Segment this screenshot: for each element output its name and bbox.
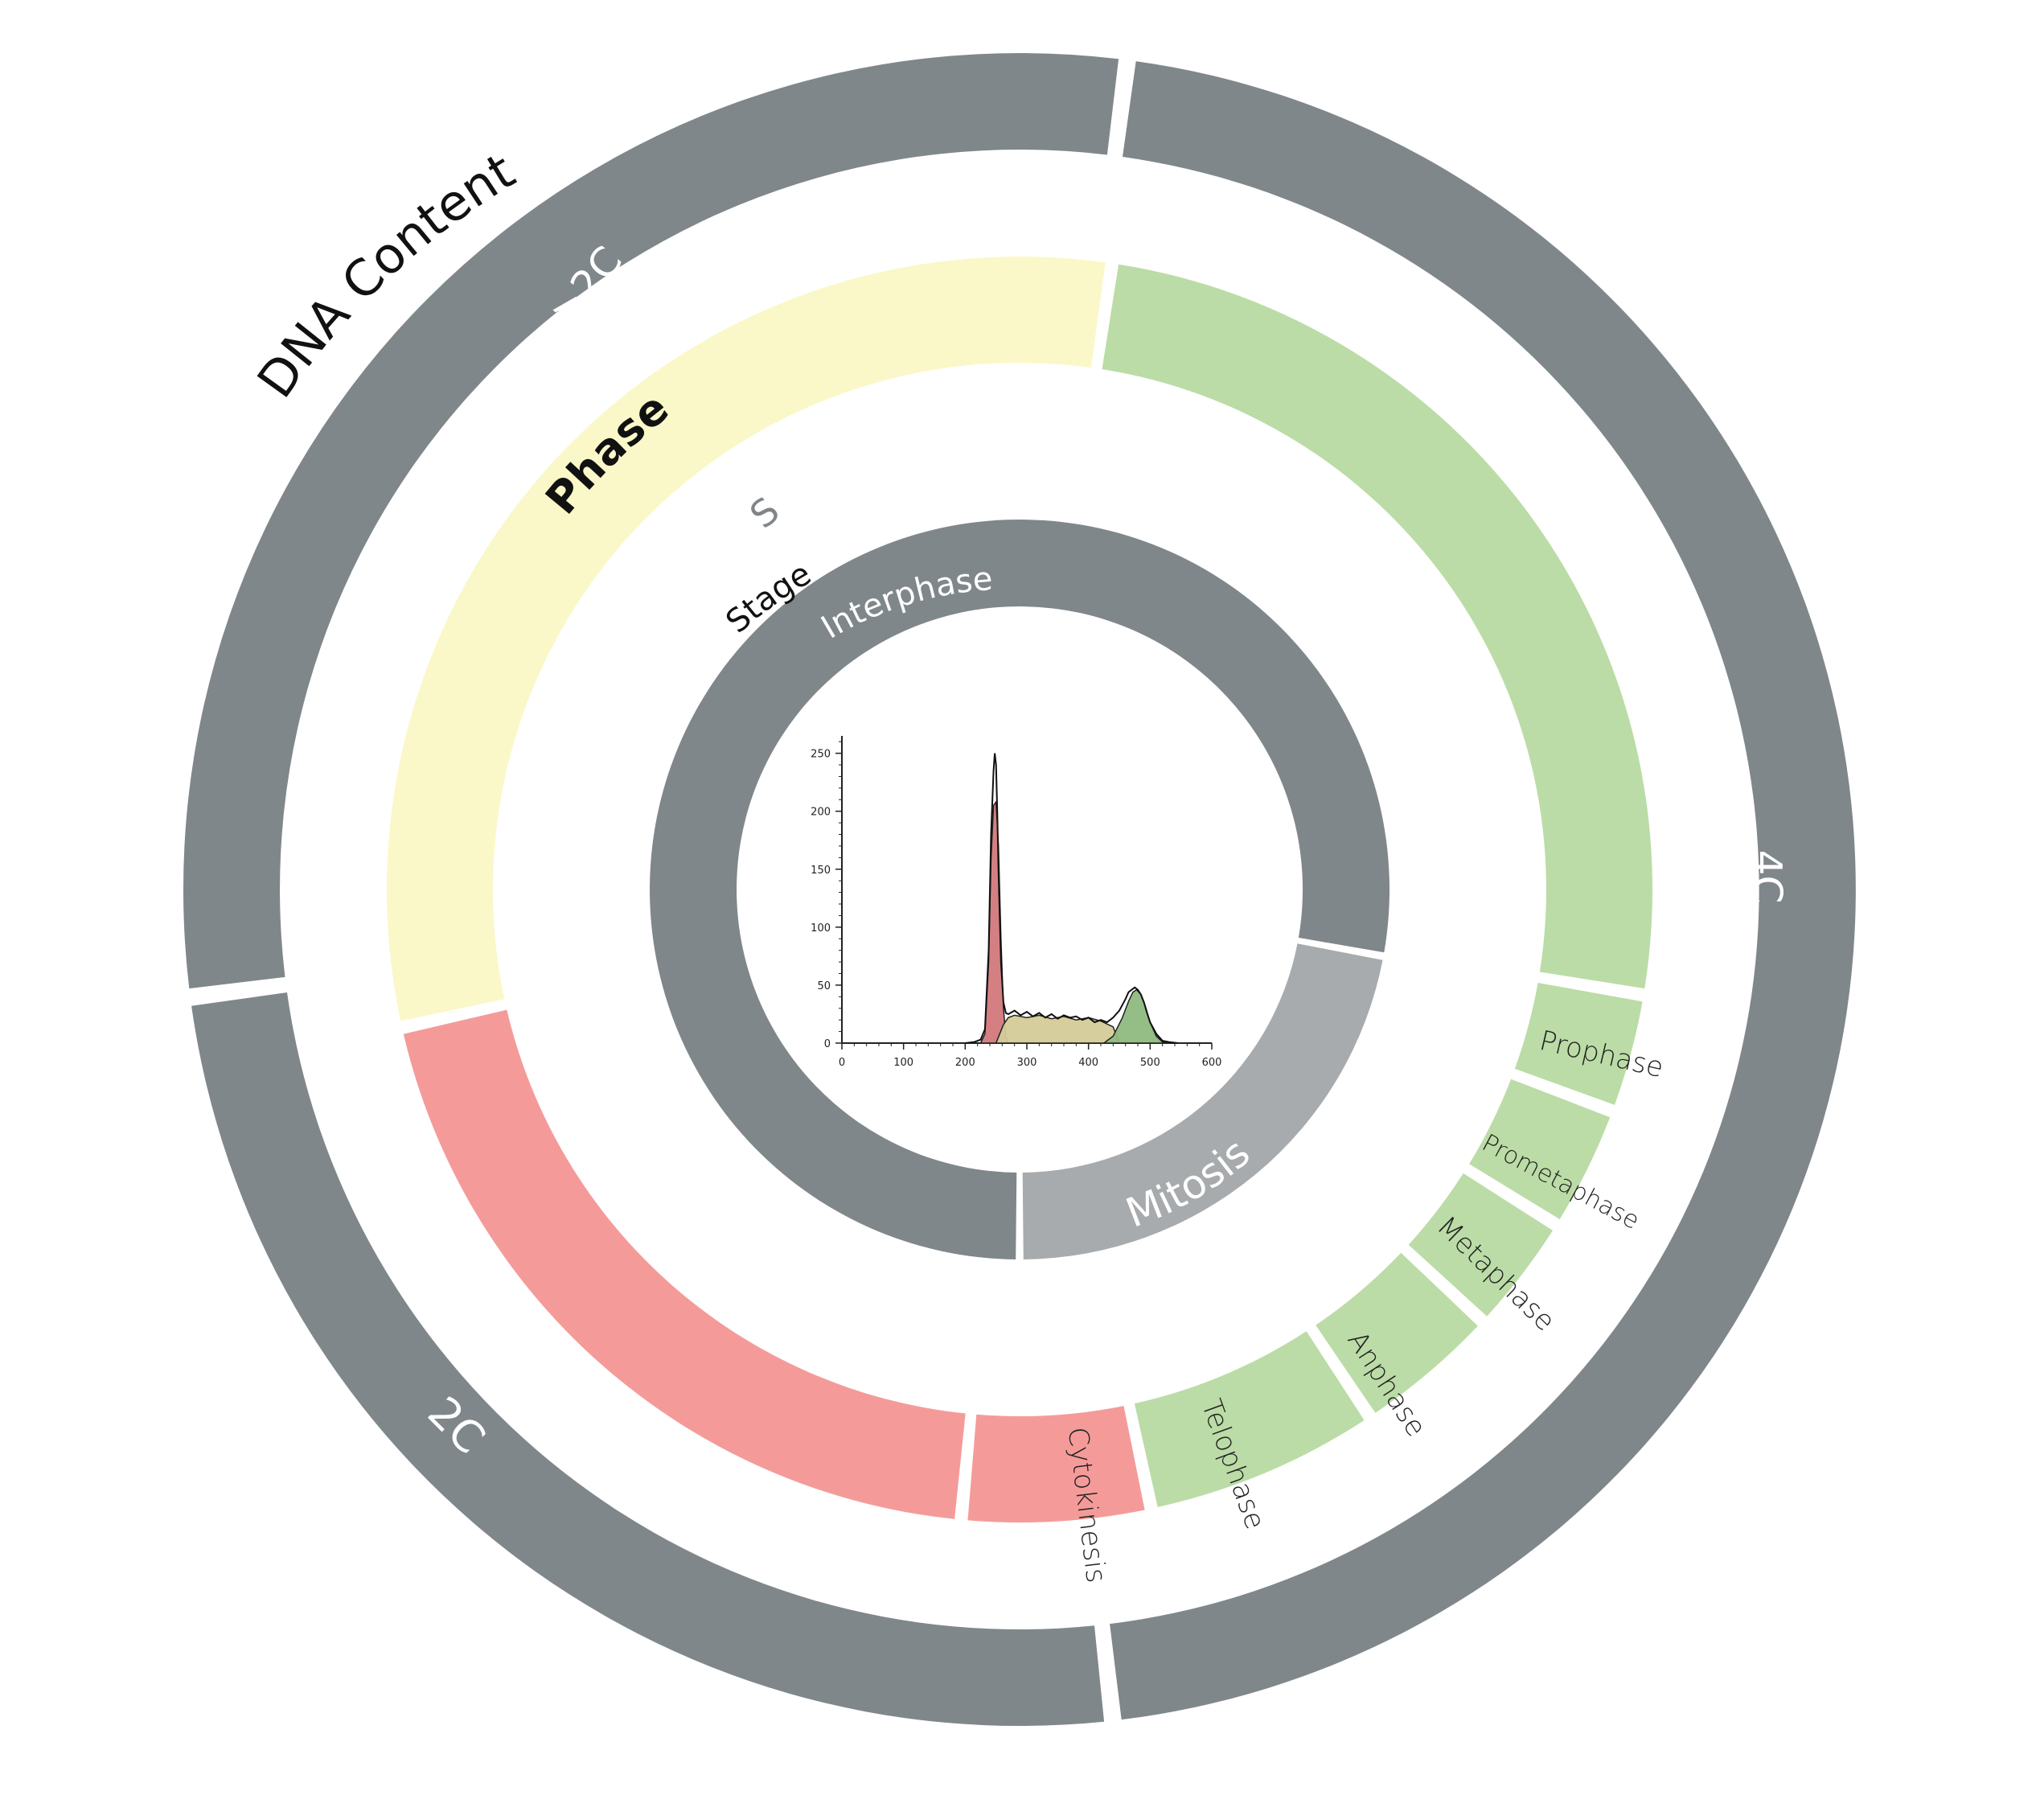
- histogram-series-1: [995, 1014, 1121, 1044]
- substage-segment-prophase: [1514, 983, 1643, 1105]
- substage-segment-telophase: [1134, 1331, 1365, 1507]
- stage-segment-mitosis: [1022, 943, 1383, 1259]
- x-tick-label: 400: [1078, 1057, 1098, 1069]
- dna-content-ring: [183, 52, 1856, 1727]
- substage-segment-metaphase: [1408, 1173, 1553, 1317]
- phase-segment-g2: [1102, 264, 1652, 989]
- phase-segment-s: [387, 257, 1106, 1021]
- dna-histogram: 0 100 200 300 400 500 600 0 50 100 150 200 250: [811, 736, 1221, 1069]
- dna-segment-2c: [191, 992, 1105, 1727]
- phase-ring: [387, 257, 1652, 1523]
- y-tick-label: 50: [817, 980, 831, 992]
- stage-ring: [650, 520, 1390, 1259]
- y-tick-label: 0: [824, 1038, 831, 1050]
- phase-label-g2: G2: [1382, 601, 1450, 673]
- dna-label-4c: 4C: [1744, 850, 1791, 904]
- y-tick-label: 200: [811, 807, 831, 819]
- substage-segment-prometaphase: [1469, 1078, 1611, 1219]
- phase-label-g1: G1: [647, 1193, 720, 1264]
- histogram-outline: [965, 753, 1178, 1044]
- substage-segment-anphase: [1316, 1252, 1478, 1413]
- y-tick-label: 250: [811, 749, 831, 761]
- x-tick-label: 500: [1140, 1057, 1160, 1069]
- y-tick-label: 100: [811, 922, 831, 935]
- x-tick-label: 100: [893, 1057, 913, 1069]
- dna-segment-gt2c: [183, 52, 1119, 989]
- x-tick-label: 200: [955, 1057, 975, 1069]
- phase-segment-g1: [403, 1009, 966, 1519]
- x-tick-label: 600: [1202, 1057, 1222, 1069]
- phase-label-s: S: [741, 488, 787, 536]
- x-tick-label: 300: [1017, 1057, 1037, 1069]
- x-tick-label: 0: [839, 1057, 845, 1069]
- substage-segment-cytokinesis: [967, 1406, 1145, 1523]
- dna-segment-4c: [1110, 61, 1856, 1720]
- y-tick-label: 150: [811, 865, 831, 877]
